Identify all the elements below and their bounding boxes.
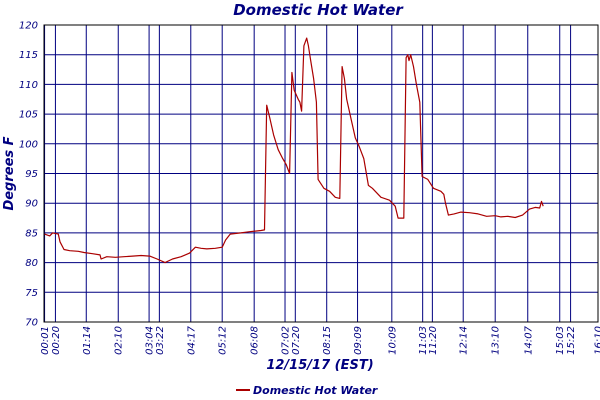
x-tick-label: 04:17	[186, 325, 197, 354]
x-tick-label: 03:04	[145, 326, 156, 355]
x-tick-label: 07:20	[291, 326, 302, 355]
x-tick-label: 00:20	[51, 326, 62, 355]
x-tick-label: 08:15	[322, 326, 333, 355]
y-tick-label: 90	[25, 199, 38, 210]
chart-title: Domestic Hot Water	[233, 1, 404, 19]
x-tick-label: 01:14	[82, 326, 93, 355]
y-tick-label: 120	[19, 21, 38, 32]
y-tick-label: 95	[25, 169, 38, 180]
y-tick-label: 85	[25, 228, 38, 239]
y-axis-label: Degrees F	[2, 136, 17, 210]
x-tick-label: 15:03	[555, 326, 566, 355]
legend: Domestic Hot Water	[236, 384, 378, 397]
x-tick-label: 15:22	[566, 326, 577, 355]
series-line-domestic-hot-water	[44, 37, 544, 264]
y-tick-label: 75	[25, 288, 38, 299]
x-tick-label: 11:20	[428, 326, 439, 355]
x-tick-label: 12:14	[459, 326, 470, 355]
y-tick-label: 80	[25, 258, 38, 269]
y-tick-label: 105	[19, 110, 38, 121]
x-tick-label: 00:01	[40, 326, 51, 355]
y-tick-label: 115	[19, 50, 38, 61]
x-tick-label: 16:10	[594, 326, 600, 355]
y-tick-label: 110	[19, 80, 38, 91]
x-axis-label: 12/15/17 (EST)	[266, 358, 373, 373]
x-tick-label: 02:10	[114, 326, 125, 355]
x-tick-label: 09:09	[353, 326, 364, 355]
x-tick-label: 11:03	[418, 326, 429, 355]
x-tick-label: 06:08	[250, 326, 261, 355]
x-tick-label: 05:12	[218, 326, 229, 355]
x-axis-ticks: 00:01 00:20 01:14 02:10 03:04 03:22 04:17 05:12…	[40, 325, 600, 354]
y-tick-label: 70	[25, 318, 38, 329]
grid	[44, 24, 599, 323]
plot-area-frame	[43, 24, 599, 323]
y-axis-ticks: 70 75 80 85 90 95 100 105 110 115 120	[19, 21, 38, 329]
series-layer	[44, 37, 544, 264]
legend-label: Domestic Hot Water	[253, 384, 378, 397]
x-tick-label: 10:09	[387, 326, 398, 355]
x-tick-label: 14:07	[523, 325, 534, 354]
y-tick-label: 100	[19, 139, 38, 150]
x-tick-label: 07:02	[281, 326, 292, 355]
x-tick-label: 13:10	[491, 326, 502, 355]
x-tick-label: 03:22	[155, 326, 166, 355]
